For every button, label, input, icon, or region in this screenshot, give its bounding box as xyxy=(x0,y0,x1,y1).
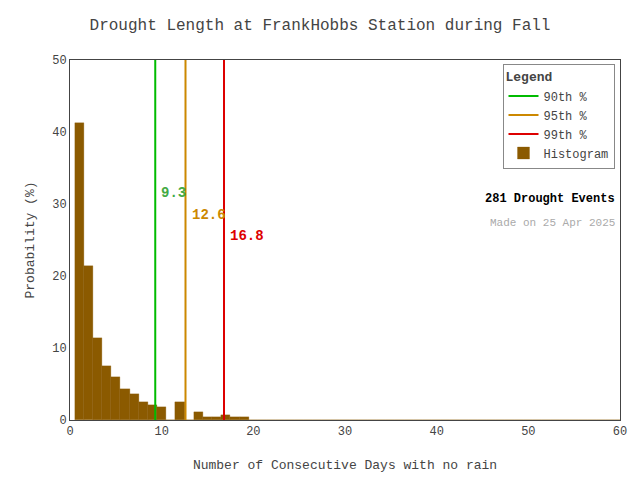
svg-text:16.8: 16.8 xyxy=(230,228,264,244)
svg-text:Histogram: Histogram xyxy=(544,148,609,162)
svg-text:Legend: Legend xyxy=(506,71,553,86)
svg-text:95th %: 95th % xyxy=(544,110,588,124)
svg-text:Made on 25 Apr 2025: Made on 25 Apr 2025 xyxy=(490,217,615,229)
svg-text:10: 10 xyxy=(52,342,66,356)
svg-text:30: 30 xyxy=(338,425,352,439)
svg-text:10: 10 xyxy=(154,425,168,439)
svg-text:Number of Consecutive Days wit: Number of Consecutive Days with no rain xyxy=(193,458,497,473)
svg-text:40: 40 xyxy=(429,425,443,439)
svg-text:281 Drought Events: 281 Drought Events xyxy=(485,192,615,206)
svg-text:0: 0 xyxy=(66,425,73,439)
svg-text:60: 60 xyxy=(613,425,627,439)
svg-text:99th %: 99th % xyxy=(544,129,588,143)
svg-text:50: 50 xyxy=(521,425,535,439)
svg-text:90th %: 90th % xyxy=(544,91,588,105)
svg-text:9.3: 9.3 xyxy=(161,185,186,201)
svg-text:20: 20 xyxy=(246,425,260,439)
svg-text:30: 30 xyxy=(52,198,66,212)
svg-text:40: 40 xyxy=(52,126,66,140)
svg-text:Probability (%): Probability (%) xyxy=(23,181,38,298)
svg-text:20: 20 xyxy=(52,270,66,284)
svg-text:Drought Length at FrankHobbs S: Drought Length at FrankHobbs Station dur… xyxy=(90,17,551,35)
svg-text:12.6: 12.6 xyxy=(192,207,226,223)
svg-text:0: 0 xyxy=(59,414,66,428)
svg-text:50: 50 xyxy=(52,54,66,68)
